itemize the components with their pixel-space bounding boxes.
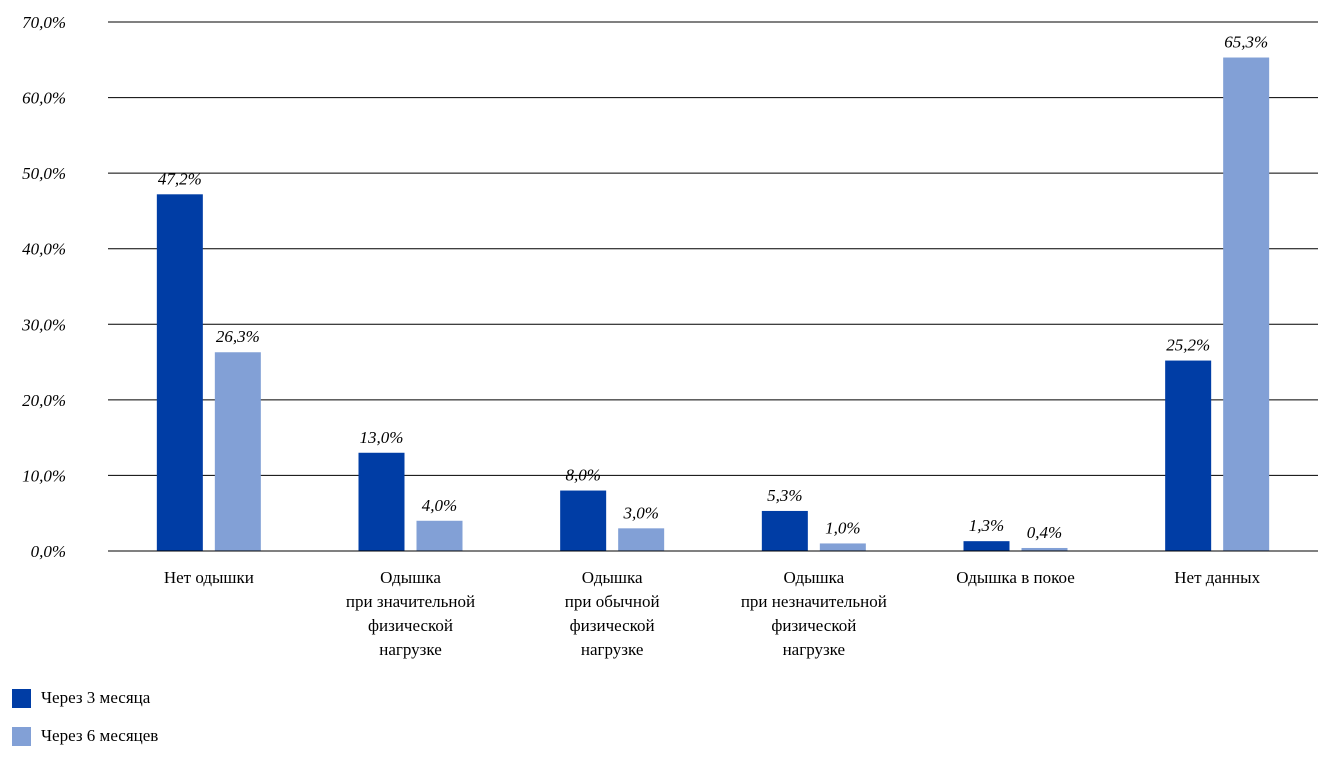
x-tick-label-line: Одышка [380,568,441,587]
bar-series-2-category-5 [1021,547,1068,551]
x-tick-label-line: при обычной [565,592,660,611]
bar-series-2-category-2 [416,520,463,551]
bar-series-1-category-5 [963,541,1010,551]
legend-item-3-months: Через 3 месяца [12,688,158,708]
y-tick-label: 50,0% [22,164,66,183]
legend-label-3-months: Через 3 месяца [41,688,151,707]
x-tick-label-line: физической [368,616,453,635]
bar-series-1-category-4 [761,510,808,551]
bar-series-1-category-3 [560,490,607,551]
bar-series-2-category-1 [214,352,261,551]
x-tick-label-line: Одышка [582,568,643,587]
bar-series-2-category-6 [1223,57,1270,552]
y-tick-label: 20,0% [22,391,66,410]
x-tick-label-category-4: Одышка при незначительной физической нагруз… [741,568,887,659]
legend: Через 3 месяца Через 6 месяцев [12,688,158,764]
data-label-series-1-category-6: 25,2% [1166,336,1210,355]
data-label-series-2-category-6: 65,3% [1224,33,1268,52]
x-tick-label-line: физической [771,616,856,635]
x-tick-label-line: Нет одышки [164,568,254,587]
data-label-series-2-category-4: 1,0% [825,518,860,537]
data-label-series-1-category-2: 13,0% [360,428,404,447]
bar-series-1-category-6 [1165,360,1212,551]
x-tick-label-category-6: Нет данных [1174,568,1260,587]
bars [108,57,1318,552]
data-label-series-2-category-3: 3,0% [622,503,658,522]
y-axis-tick-labels: 0,0% 10,0% 20,0% 30,0% 40,0% 50,0% 60,0% 70,0% [21,13,66,561]
y-tick-label: 70,0% [22,13,66,32]
bar-series-1-category-1 [156,194,203,551]
data-labels: 47,2% 26,3% 13,0% 4,0% 8,0% 3,0% 5,3% 1,0% 1,3% 0… [158,33,1268,542]
bar-series-2-category-3 [618,528,665,551]
legend-swatch-3-months [12,688,31,708]
legend-swatch-6-months [12,726,31,746]
x-tick-label-line: Одышка в покое [956,568,1075,587]
data-label-series-1-category-1: 47,2% [158,169,202,188]
x-tick-label-category-2: Одышка при значительной физической нагрузке [346,568,475,659]
x-axis-category-labels: Нет одышки Одышка при значительной физическ… [164,568,1261,659]
x-tick-label-line: Одышка [783,568,844,587]
data-label-series-2-category-2: 4,0% [422,496,457,515]
data-label-series-2-category-1: 26,3% [216,327,260,346]
bar-chart: 0,0%10,0%20,0%30,0%40,0%50,0%60,0%70,0% … [21,13,1318,659]
data-label-series-1-category-4: 5,3% [767,486,802,505]
x-tick-label-category-3: Одышка при обычной физической нагрузке [565,568,660,659]
legend-label-6-months: Через 6 месяцев [41,726,159,745]
y-tick-label: 30,0% [21,315,66,334]
x-tick-label-category-1: Нет одышки [164,568,254,587]
gridlines [108,21,1318,552]
x-tick-label-line: Нет данных [1174,568,1260,587]
x-tick-label-line: физической [570,616,655,635]
legend-item-6-months: Через 6 месяцев [12,726,158,746]
y-tick-label: 0,0% [31,542,66,561]
y-tick-label: 60,0% [22,89,66,108]
bar-series-1-category-2 [358,452,405,551]
data-label-series-1-category-5: 1,3% [969,516,1004,535]
x-tick-label-line: нагрузке [783,640,846,659]
data-label-series-2-category-5: 0,4% [1027,523,1062,542]
x-tick-label-line: при значительной [346,592,475,611]
x-tick-label-category-5: Одышка в покое [956,568,1075,587]
x-tick-label-line: нагрузке [379,640,442,659]
x-tick-label-line: при незначительной [741,592,887,611]
x-tick-label-line: нагрузке [581,640,644,659]
bar-series-2-category-4 [819,543,866,551]
y-tick-label: 10,0% [22,466,66,485]
y-tick-label: 40,0% [22,240,66,259]
data-label-series-1-category-3: 8,0% [565,466,600,485]
